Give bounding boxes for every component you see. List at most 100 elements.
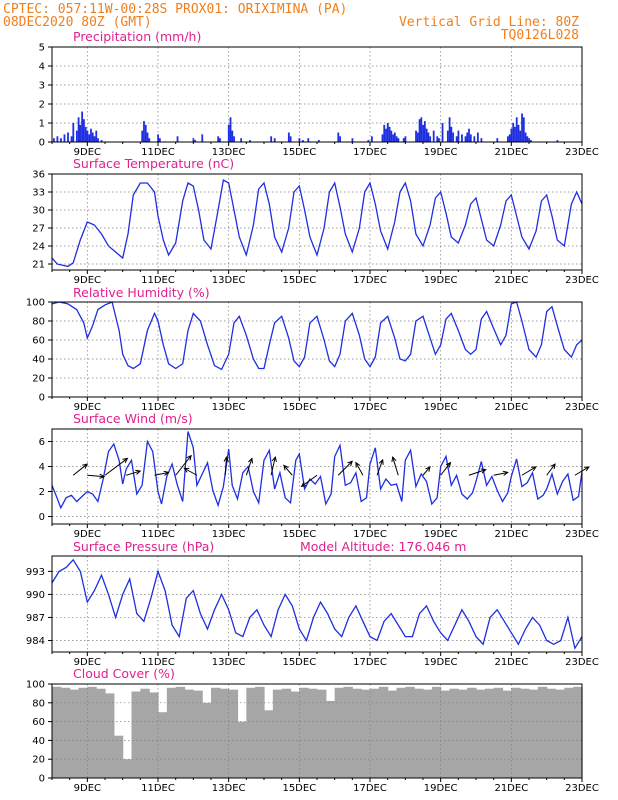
- cloud-bar: [564, 687, 574, 778]
- x-tick-label: 19DEC: [424, 275, 458, 286]
- x-tick-label: 13DEC: [212, 275, 246, 286]
- x-tick-label: 19DEC: [424, 783, 458, 794]
- x-tick-label: 21DEC: [494, 657, 528, 668]
- cloud-bar: [131, 691, 141, 778]
- rh-series-line: [51, 301, 583, 371]
- x-tick-label: 11DEC: [141, 529, 175, 540]
- y-tick-label: 0: [39, 393, 45, 404]
- temp-title: Surface Temperature (nC): [73, 156, 234, 171]
- x-tick-label: 15DEC: [282, 147, 316, 158]
- x-tick-label: 11DEC: [141, 402, 175, 413]
- cloud-bar: [290, 691, 300, 778]
- wind-vector-head: [248, 457, 254, 464]
- wind-vector: [468, 469, 486, 476]
- cloud-title: Cloud Cover (%): [73, 666, 175, 681]
- precip-bar: [77, 117, 80, 142]
- precip-bar: [524, 132, 527, 142]
- precip-bar: [438, 138, 440, 142]
- cloud-bar: [184, 689, 194, 778]
- precip-bar: [522, 117, 525, 142]
- cloud-bar: [149, 692, 159, 778]
- x-tick-label: 15DEC: [282, 402, 316, 413]
- precip-bar: [397, 138, 400, 142]
- x-tick-label: 17DEC: [353, 783, 387, 794]
- x-tick-label: 9DEC: [74, 275, 101, 286]
- cloud-bar: [343, 686, 353, 778]
- precip-bar: [469, 134, 472, 142]
- x-tick-label: 15DEC: [282, 529, 316, 540]
- precip-bar: [67, 132, 69, 142]
- precip-bar: [231, 130, 234, 142]
- y-tick-label: 987: [26, 613, 45, 624]
- cloud-bar: [546, 688, 557, 778]
- y-tick-label: 984: [26, 636, 45, 647]
- precip-bar: [521, 113, 523, 142]
- wind-vector: [270, 456, 276, 476]
- precip-bar: [507, 136, 509, 142]
- x-tick-label: 15DEC: [282, 783, 316, 794]
- x-tick-label: 17DEC: [353, 402, 387, 413]
- wind-vector: [224, 457, 228, 476]
- x-tick-label: 19DEC: [424, 529, 458, 540]
- x-tick-label: 23DEC: [565, 783, 599, 794]
- precip-bar: [158, 138, 161, 142]
- y-tick-label: 4: [39, 462, 45, 473]
- wind-vector: [521, 466, 537, 476]
- wind-vector: [184, 467, 198, 476]
- precip-bar: [392, 134, 394, 142]
- precip-bar: [383, 124, 386, 142]
- precip-bar: [273, 138, 276, 142]
- x-tick-label: 19DEC: [424, 147, 458, 158]
- cloud-bar: [175, 686, 186, 778]
- precip-bar: [72, 123, 75, 142]
- precip-bar: [249, 140, 251, 142]
- cloud-bar: [370, 688, 380, 778]
- precip-bar: [457, 130, 460, 142]
- precip-bar: [425, 128, 428, 142]
- precip-bar: [461, 134, 463, 142]
- rh-panel: 0 20 40 60 80 100 9DEC 11DEC 13DEC 15DEC 17DEC 19DE…: [26, 298, 599, 414]
- y-tick-label: 0: [39, 138, 45, 149]
- precip-bar: [423, 121, 426, 142]
- cloud-bar: [255, 686, 265, 778]
- y-tick-label: 24: [32, 242, 45, 253]
- precip-bar: [91, 132, 94, 142]
- precip-bar: [388, 126, 391, 142]
- precip-bar: [526, 136, 529, 142]
- wind-vector-head: [283, 464, 289, 471]
- precip-bar: [56, 136, 59, 142]
- cloud-bar: [87, 686, 97, 778]
- precip-bar: [517, 124, 520, 142]
- precip-bar: [339, 136, 341, 142]
- model-altitude: Model Altitude: 176.046 m: [300, 539, 466, 554]
- precip-bar: [219, 138, 221, 142]
- cloud-bar: [502, 690, 512, 778]
- wind-vector-head: [82, 463, 89, 469]
- wind-vector-head: [445, 461, 452, 468]
- precip-bar: [452, 132, 455, 142]
- precip-bar: [60, 138, 62, 142]
- precip-bar: [393, 132, 396, 142]
- cloud-bar: [555, 689, 565, 778]
- y-tick-label: 60: [32, 717, 45, 728]
- y-tick-label: 4: [39, 62, 45, 73]
- cloud-bar: [52, 686, 62, 778]
- y-tick-label: 990: [26, 590, 45, 601]
- cloud-bar: [431, 686, 442, 778]
- cloud-bar: [484, 688, 495, 778]
- cloud-bar: [264, 710, 274, 778]
- precip-bar: [287, 132, 290, 142]
- precip-bar: [418, 119, 421, 142]
- precip-bar: [473, 136, 476, 142]
- precip-bar: [455, 136, 458, 142]
- precip-bar: [381, 134, 384, 142]
- y-tick-label: 993: [26, 567, 45, 578]
- x-tick-label: 17DEC: [353, 529, 387, 540]
- wind-vector-head: [355, 461, 361, 468]
- x-tick-label: 23DEC: [565, 402, 599, 413]
- wind-vector: [245, 458, 253, 476]
- wind-vector: [104, 458, 128, 476]
- cloud-bar: [246, 687, 256, 778]
- precip-bar: [496, 138, 499, 142]
- precip-bar: [337, 132, 340, 142]
